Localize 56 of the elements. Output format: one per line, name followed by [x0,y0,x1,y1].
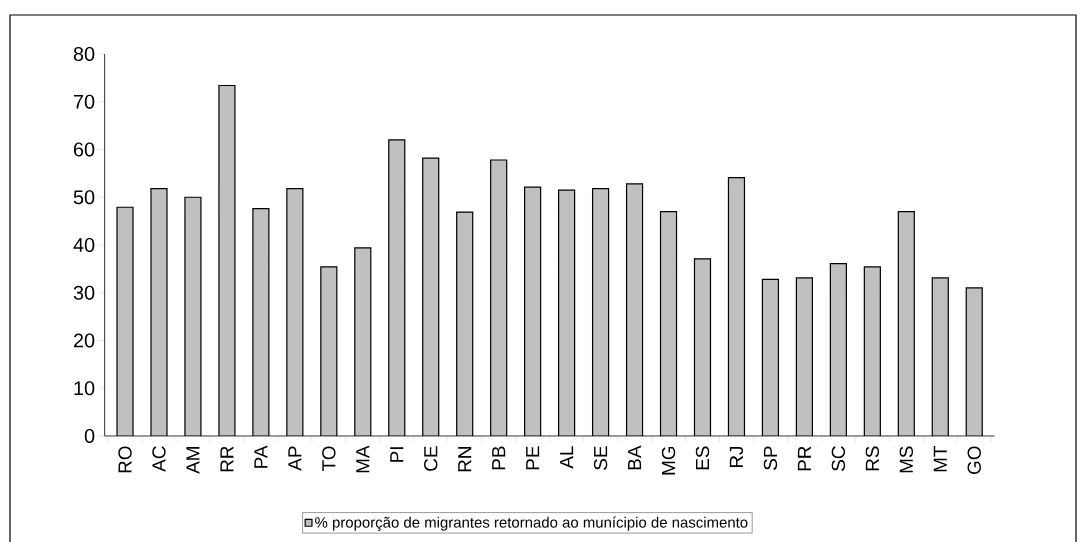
bar [388,139,405,436]
x-tick-label: MT [933,445,947,472]
bar [965,287,983,436]
y-tick-label: 40 [73,237,95,253]
x-tick-label: RN [458,447,472,472]
x-tick-label: AC [152,446,166,472]
x-tick-label: MG [661,446,676,475]
legend-label: % proporção de migrantes retornado ao munícipio de nascimento [315,516,748,531]
x-tick-label: BA [628,445,642,470]
bar [864,266,881,436]
bar [796,277,813,436]
y-tick-label: 0 [84,428,95,444]
y-tick-label: 30 [73,285,95,300]
bar [592,188,609,436]
bar [660,211,677,436]
bar [762,279,779,436]
bar [898,211,915,436]
x-tick-label: RS [865,446,880,471]
x-tick-label: TO [322,446,336,472]
x-tick-label: AP [288,446,302,471]
bar [490,159,507,436]
y-tick-label: 80 [73,46,95,62]
x-tick-label: ES [695,446,710,470]
x-tick-label: AL [560,446,574,469]
x-tick-label: RO [118,446,132,473]
bar [728,177,745,436]
x-tick-label: MA [356,445,370,473]
x-tick-label: PR [797,446,811,471]
x-tick-label: SC [831,446,846,471]
y-tick-label: 50 [73,190,95,205]
x-tick-label: PE [526,446,540,470]
x-tick-label: GO [967,446,981,474]
bar [422,158,439,436]
bar [558,190,575,436]
bar [694,258,711,436]
x-tick-label: AM [186,447,200,474]
bar [320,266,337,436]
x-tick-label: SE [593,446,608,470]
bar [354,247,371,436]
x-tick-label: PI [390,447,404,462]
x-tick-label: MS [899,446,914,473]
x-tick-label: PB [492,446,506,470]
x-tick-label: PA [254,445,268,468]
x-tick-label: RJ [729,446,744,468]
x-tick-label: SP [763,446,778,470]
bar [456,212,473,436]
x-tick-label: CE [424,446,438,471]
bar [932,277,949,436]
bar [830,263,847,436]
x-tick-label: RR [220,446,234,472]
bar [626,183,643,436]
y-tick-label: 20 [73,333,95,348]
y-tick-label: 60 [73,142,95,157]
bar [524,187,541,436]
y-tick-label: 70 [73,94,95,109]
y-tick-label: 10 [74,381,95,396]
